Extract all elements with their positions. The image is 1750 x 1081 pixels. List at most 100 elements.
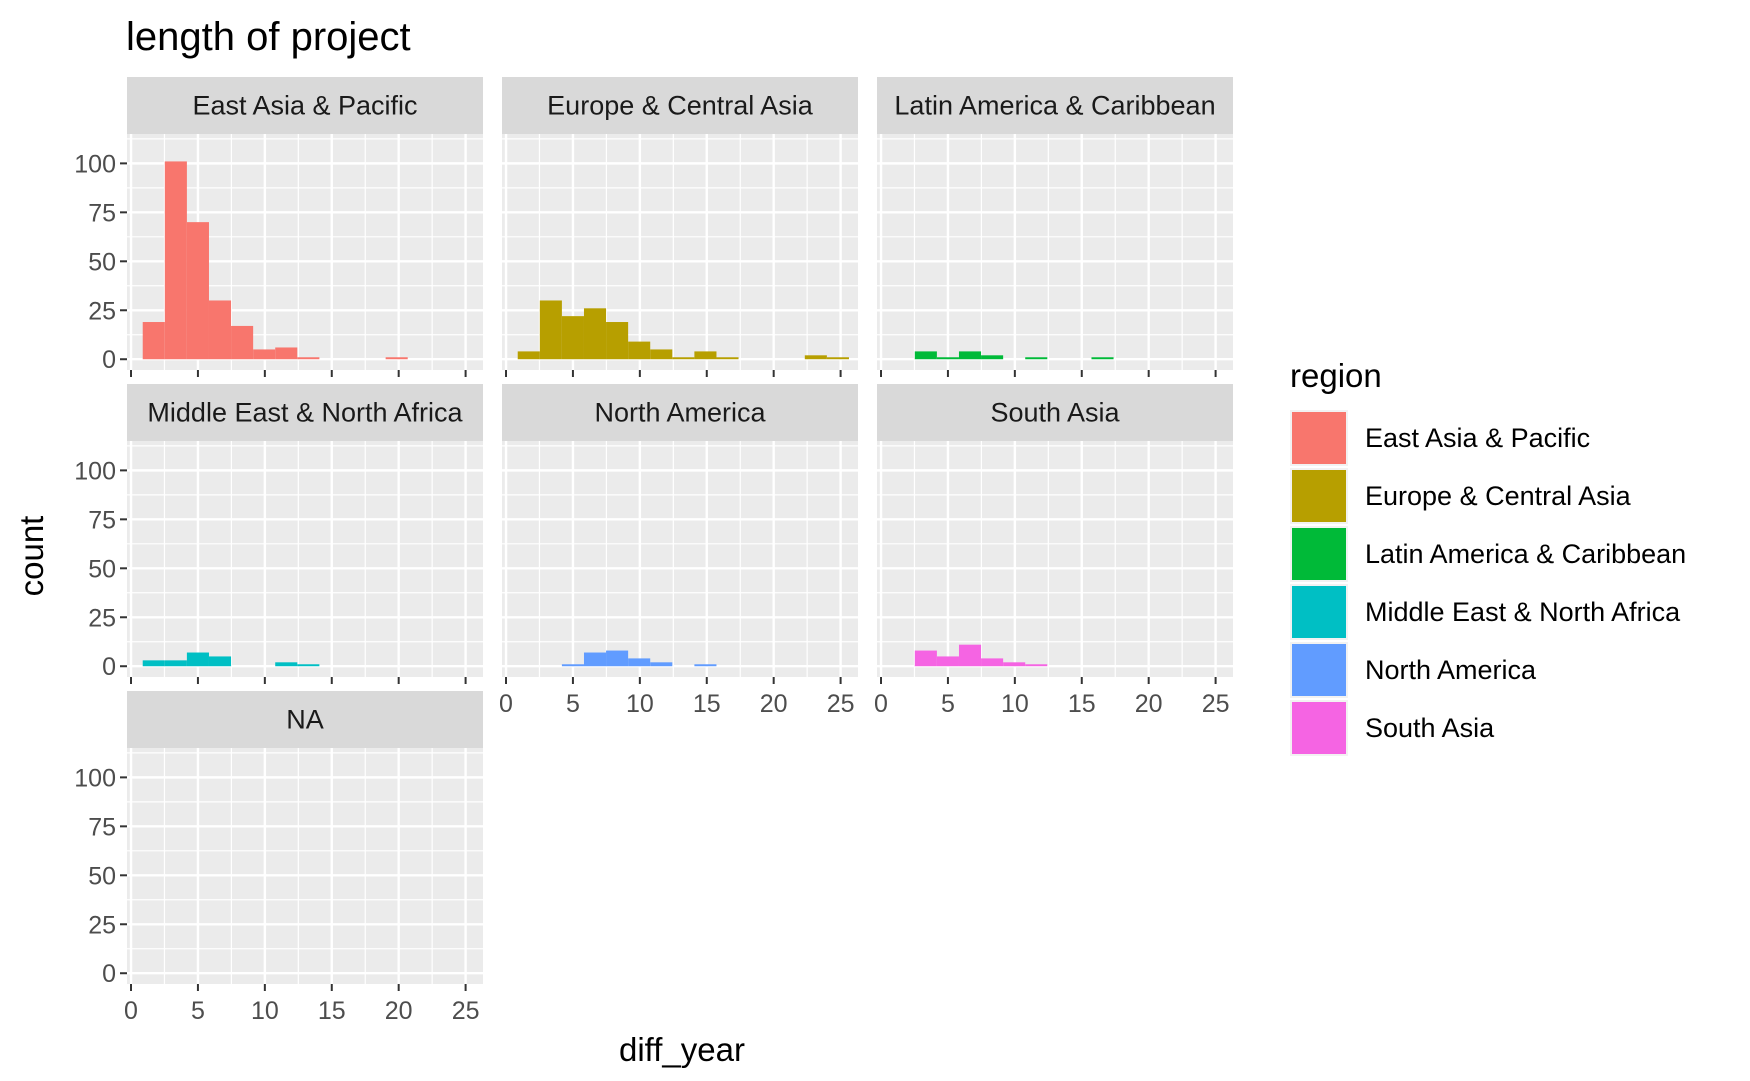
facet-5: South Asia 0 5 10 15 20 25 [874, 384, 1233, 718]
histogram-bar [672, 357, 695, 360]
histogram-bar [716, 357, 739, 360]
legend-key-swatch [1292, 528, 1346, 580]
panel-background [877, 441, 1233, 677]
x-tick-label: 25 [1202, 690, 1230, 718]
x-tick-label: 15 [693, 690, 721, 718]
histogram-bar [1003, 662, 1026, 667]
histogram-bar [650, 349, 673, 360]
facet-1: Europe & Central Asia [502, 77, 858, 377]
histogram-bar [561, 664, 584, 667]
legend-key-swatch [1292, 586, 1346, 638]
y-tick-label: 0 [102, 346, 116, 374]
facet-strip [127, 77, 483, 134]
chart-title: length of project [126, 15, 411, 59]
histogram-bar [826, 357, 849, 360]
panel-background [127, 441, 483, 677]
panel-background [502, 441, 858, 677]
x-tick-label: 0 [874, 690, 888, 718]
facet-strip-label: Europe & Central Asia [547, 91, 814, 121]
histogram-bar [650, 662, 673, 667]
x-tick-label: 5 [941, 690, 955, 718]
y-tick-label: 50 [88, 555, 116, 583]
facet-strip [502, 384, 858, 441]
legend-key-swatch [1292, 702, 1346, 754]
y-tick-label: 0 [102, 653, 116, 681]
legend-label: East Asia & Pacific [1365, 423, 1590, 453]
y-tick-label: 25 [88, 911, 116, 939]
y-tick-label: 0 [102, 960, 116, 988]
facet-strip [127, 384, 483, 441]
histogram-bar [914, 351, 937, 360]
facet-2: Latin America & Caribbean [877, 77, 1233, 377]
histogram-bar [385, 357, 408, 360]
legend-title: region [1290, 357, 1382, 394]
facet-strip-label: Middle East & North Africa [147, 398, 463, 428]
y-tick-label: 100 [74, 150, 116, 178]
histogram-bar [297, 357, 320, 360]
histogram-bar [1091, 357, 1114, 360]
facet-strip [127, 691, 483, 748]
histogram-bar [142, 660, 165, 667]
histogram-bar [539, 300, 562, 360]
histogram-bar [981, 658, 1004, 667]
facet-3: Middle East & North Africa 0 25 50 75 100 [74, 384, 483, 684]
x-tick-label: 0 [124, 997, 138, 1025]
y-tick-label: 25 [88, 604, 116, 632]
legend-key-swatch [1292, 412, 1346, 464]
x-tick-label: 15 [1068, 690, 1096, 718]
legend: region East Asia & Pacific Europe & Centr… [1290, 357, 1686, 756]
y-tick-label: 100 [74, 457, 116, 485]
histogram-bar [164, 161, 187, 360]
y-tick-label: 75 [88, 199, 116, 227]
x-tick-label: 20 [1135, 690, 1163, 718]
histogram-bar [297, 664, 320, 667]
legend-label: South Asia [1365, 713, 1495, 743]
y-axis-title: count [13, 516, 50, 597]
x-tick-label: 25 [452, 997, 480, 1025]
histogram-bar [186, 652, 209, 667]
histogram-bar [142, 322, 165, 360]
x-tick-label: 10 [251, 997, 279, 1025]
x-tick-label: 25 [827, 690, 855, 718]
histogram-bar [606, 650, 629, 667]
facet-strip-label: North America [594, 398, 766, 428]
histogram-bar [936, 656, 959, 667]
x-tick-label: 15 [318, 997, 346, 1025]
legend-key-swatch [1292, 644, 1346, 696]
legend-key-swatch [1292, 470, 1346, 522]
histogram-bar [958, 644, 982, 667]
y-tick-label: 100 [74, 764, 116, 792]
histogram-bar [208, 656, 232, 667]
histogram-bar [804, 355, 827, 360]
histogram-bar [561, 316, 584, 360]
legend-label: Latin America & Caribbean [1365, 539, 1686, 569]
histogram-bar [275, 662, 298, 667]
y-tick-label: 50 [88, 862, 116, 890]
facet-4: North America 0 5 10 15 20 25 [499, 384, 858, 718]
facet-strip-label: Latin America & Caribbean [894, 91, 1215, 121]
y-tick-label: 50 [88, 248, 116, 276]
histogram-bar [606, 322, 629, 360]
x-tick-label: 10 [1001, 690, 1029, 718]
x-tick-label: 5 [566, 690, 580, 718]
legend-label: Middle East & North Africa [1365, 597, 1681, 627]
y-tick-label: 75 [88, 506, 116, 534]
histogram-bar [936, 357, 959, 360]
facet-0: East Asia & Pacific 0 25 50 75 100 [74, 77, 483, 377]
histogram-bar [914, 650, 937, 667]
histogram-bar [694, 664, 717, 667]
histogram-bar [981, 355, 1004, 360]
histogram-bar [1025, 664, 1048, 667]
histogram-bar [628, 658, 651, 667]
facet-strip [877, 77, 1233, 134]
histogram-bar [164, 660, 187, 667]
facet-strip-label: East Asia & Pacific [192, 91, 417, 121]
histogram-bar [517, 351, 540, 360]
x-tick-label: 10 [626, 690, 654, 718]
histogram-bar [275, 347, 298, 360]
x-axis-title: diff_year [619, 1031, 745, 1068]
histogram-bar [583, 308, 607, 360]
histogram-bar [694, 351, 717, 360]
